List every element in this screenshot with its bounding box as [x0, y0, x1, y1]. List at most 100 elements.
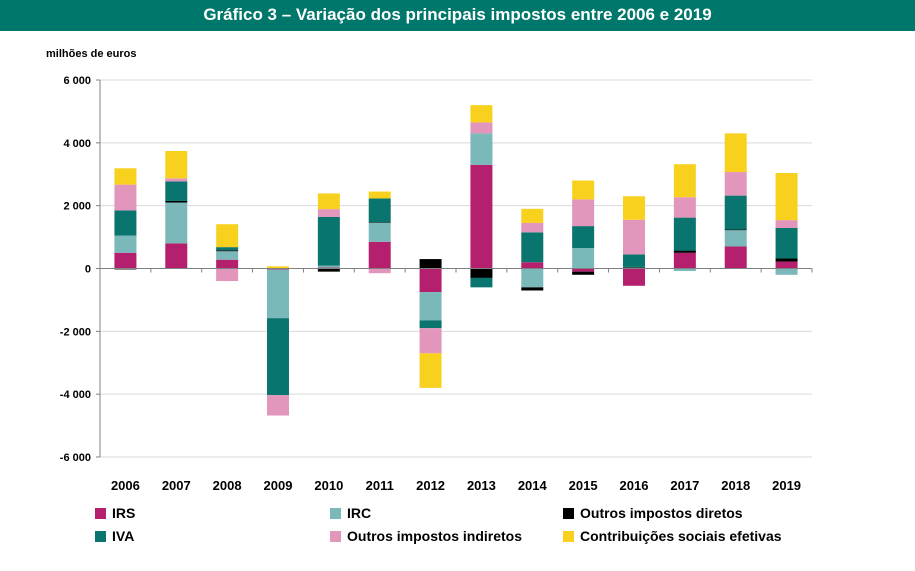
y-tick-label: 4 000: [63, 138, 91, 150]
legend-label: Contribuições sociais efetivas: [580, 528, 782, 544]
bar-segment: [419, 268, 442, 293]
bar-segment: [114, 184, 137, 211]
bar-segment: [572, 226, 595, 249]
bar-segment: [165, 151, 188, 179]
bar-segment: [673, 164, 696, 198]
legend-item: IRC: [330, 504, 371, 522]
bar-segment: [724, 229, 747, 231]
bar-segment: [114, 210, 137, 236]
bar-segment: [775, 268, 798, 275]
bar-segment: [724, 230, 747, 247]
bar-segment: [470, 268, 493, 278]
x-tick-label: 2009: [264, 478, 293, 493]
bar-segment: [623, 219, 645, 255]
bar-segment: [419, 353, 442, 388]
x-tick-label: 2016: [620, 478, 649, 493]
bar-segment: [368, 241, 391, 269]
bar-segment: [267, 395, 289, 416]
x-tick-label: 2018: [721, 478, 750, 493]
bar-segment: [165, 178, 188, 182]
x-tick-label: 2017: [670, 478, 699, 493]
bar-segment: [673, 217, 696, 251]
bar-segment: [623, 254, 645, 267]
bar-segment: [572, 268, 595, 272]
bar-segment: [216, 250, 239, 252]
y-tick-label: -6 000: [60, 452, 91, 464]
gridlines: [100, 79, 812, 458]
legend-label: IRC: [347, 505, 372, 521]
bar-segment: [317, 209, 340, 217]
bar-segment: [267, 318, 289, 396]
bar-segment: [572, 248, 595, 269]
bars: [114, 105, 798, 416]
bar-segment: [572, 199, 595, 227]
bar-segment: [470, 105, 493, 123]
y-tick-label: -4 000: [60, 389, 91, 401]
legend-swatch: [563, 507, 574, 519]
bar-segment: [521, 232, 544, 263]
bar-segment: [775, 261, 798, 269]
bar-segment: [673, 268, 696, 272]
legend-swatch: [95, 507, 106, 519]
bar-segment: [368, 268, 391, 274]
legend-item: IVA: [95, 527, 134, 545]
legend-label: IVA: [112, 528, 135, 544]
bar-segment: [216, 247, 239, 251]
bar-segment: [419, 320, 442, 329]
bar-segment: [521, 268, 544, 288]
bar-segment: [317, 265, 340, 268]
legend-item: IRS: [95, 504, 135, 522]
bar-segment: [724, 195, 747, 230]
bar-segment: [623, 268, 645, 286]
bar-segment: [775, 172, 798, 221]
legend-swatch: [95, 530, 106, 542]
bar-segment: [165, 200, 188, 203]
legend-swatch: [330, 530, 341, 542]
x-tick-label: 2006: [111, 478, 140, 493]
bar-segment: [673, 250, 696, 253]
bar-segment: [572, 180, 595, 200]
bar-segment: [165, 243, 188, 269]
bar-segment: [216, 224, 239, 248]
x-tick-label: 2010: [314, 478, 343, 493]
bar-segment: [114, 235, 137, 253]
bar-segment: [114, 168, 137, 185]
legend-label: Outros impostos indiretos: [347, 528, 523, 544]
bar-segment: [623, 196, 645, 220]
y-tick-label: 2 000: [63, 201, 91, 213]
title-bar: Gráfico 3 – Variação dos principais impo…: [0, 0, 915, 31]
y-tick-label: 6 000: [63, 75, 91, 87]
legend-swatch: [563, 530, 574, 542]
bar-segment: [267, 269, 289, 319]
bar-segment: [572, 271, 595, 275]
chart-title: Gráfico 3 – Variação dos principais impo…: [203, 5, 712, 24]
x-tick-label: 2015: [569, 478, 598, 493]
bar-segment: [470, 122, 493, 134]
bar-segment: [470, 277, 493, 288]
legend-item: Outros impostos diretos: [563, 504, 743, 522]
legend-label: IRS: [112, 505, 136, 521]
y-axis-ticks: 6 000 4 000 2 000 0 -2 000 -4 000 -6 000: [60, 75, 100, 464]
y-tick-label: -2 000: [60, 326, 91, 338]
bar-segment: [114, 252, 137, 269]
bar-segment: [419, 328, 442, 354]
bar-segment: [267, 266, 289, 269]
bar-segment: [317, 268, 340, 272]
bar-segment: [165, 181, 188, 201]
bar-segment: [775, 227, 798, 259]
bar-segment: [368, 198, 391, 223]
bar-segment: [724, 133, 747, 173]
x-tick-label: 2013: [467, 478, 496, 493]
bar-segment: [216, 259, 239, 269]
y-tick-label: 0: [85, 264, 91, 276]
bar-segment: [521, 287, 544, 291]
bar-segment: [368, 222, 391, 242]
bar-segment: [470, 133, 493, 165]
bar-segment: [521, 208, 544, 223]
bar-segment: [470, 164, 493, 269]
bar-segment: [673, 197, 696, 218]
bar-segment: [216, 268, 239, 282]
x-tick-label: 2007: [162, 478, 191, 493]
legend-item: Contribuições sociais efetivas: [563, 527, 782, 545]
